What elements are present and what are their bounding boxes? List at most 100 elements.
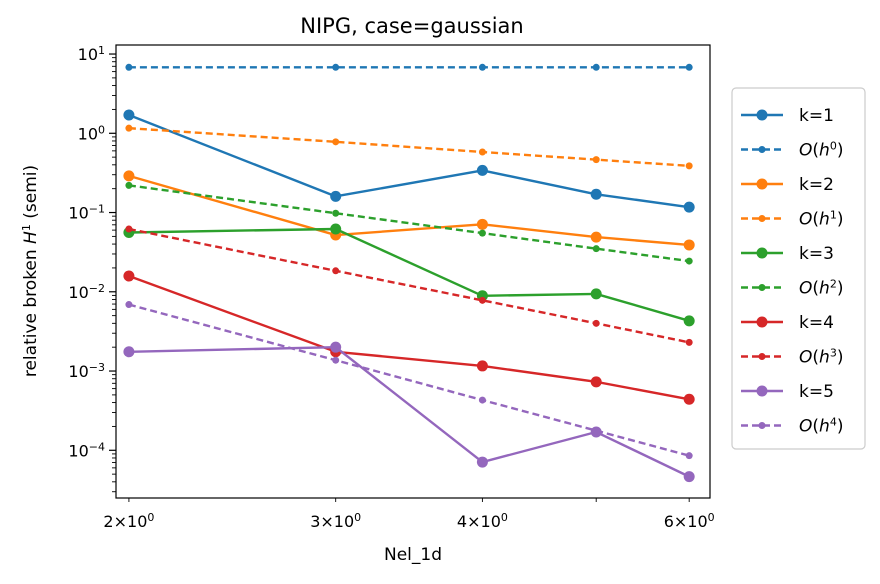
data-point <box>685 452 693 460</box>
data-point <box>590 288 602 300</box>
data-point <box>592 245 600 253</box>
legend-entry: O(h4) <box>741 415 843 437</box>
data-point <box>592 63 600 71</box>
data-point <box>476 456 488 468</box>
data-point <box>590 231 602 243</box>
series-8 <box>125 225 693 346</box>
legend-marker <box>756 385 768 397</box>
data-point <box>478 229 486 237</box>
data-point <box>123 170 135 182</box>
data-point <box>123 109 135 121</box>
legend-label: O(h1) <box>799 208 843 230</box>
data-point <box>332 209 340 217</box>
legend-label: k=3 <box>799 244 834 264</box>
legend-entry: O(h1) <box>741 208 843 230</box>
legend-marker <box>758 353 766 360</box>
series-4 <box>125 124 693 170</box>
series-3 <box>123 170 695 251</box>
data-point <box>478 396 486 404</box>
data-point <box>683 315 695 327</box>
legend-entry: O(h2) <box>741 277 843 299</box>
y-tick-label: 101 <box>78 44 105 65</box>
legend-entry: O(h0) <box>741 139 843 161</box>
data-point <box>590 376 602 388</box>
legend-marker <box>756 247 768 259</box>
legend-label: k=1 <box>799 106 834 126</box>
data-point <box>330 223 342 235</box>
legend-entry: O(h3) <box>741 346 843 368</box>
data-point <box>123 346 135 358</box>
y-axis-label: relative broken H1 (semi) <box>20 165 42 377</box>
chart-title: NIPG, case=gaussian <box>300 14 523 38</box>
series-line <box>128 227 690 344</box>
data-point <box>685 63 693 71</box>
legend-label: k=4 <box>799 313 834 333</box>
x-tick-label: 3×100 <box>310 511 361 532</box>
series-1 <box>123 109 695 213</box>
data-point <box>685 162 693 170</box>
legend-entry: k=2 <box>741 175 834 195</box>
x-tick-label: 2×100 <box>103 511 154 532</box>
data-point <box>592 156 600 164</box>
legend-marker <box>758 422 766 429</box>
series-6 <box>125 181 693 265</box>
data-point <box>125 301 133 309</box>
plot-frame <box>115 44 711 499</box>
legend-marker <box>756 109 768 121</box>
legend-entry: k=1 <box>741 106 834 126</box>
legend-box <box>731 87 866 450</box>
y-tick-label: 10−4 <box>68 440 105 461</box>
legend-label: k=2 <box>799 175 834 195</box>
x-axis-label: Nel_1d <box>384 545 442 565</box>
data-point <box>592 427 600 435</box>
y-tick-label: 100 <box>78 123 105 144</box>
legend-entry: k=3 <box>741 244 834 264</box>
legend-marker <box>756 316 768 328</box>
data-point <box>332 63 340 71</box>
data-point <box>330 341 342 353</box>
legend-label: O(h4) <box>799 415 843 437</box>
legend: k=1 O(h0) k=2 O(h1) k=3 O(h2) k=4 O(h3) k=5 O(h4) <box>731 87 866 450</box>
legend-marker <box>758 284 766 291</box>
legend-marker <box>758 146 766 153</box>
data-point <box>125 181 133 189</box>
legend-marker <box>756 178 768 190</box>
data-point <box>125 63 133 71</box>
data-point <box>683 201 695 213</box>
data-point <box>592 319 600 327</box>
data-point <box>123 270 135 282</box>
series-10 <box>125 301 693 460</box>
data-point <box>332 267 340 275</box>
data-point <box>330 190 342 202</box>
y-tick-label: 10−2 <box>68 281 105 302</box>
x-tick-label: 4×100 <box>457 511 508 532</box>
legend-entry: k=4 <box>741 313 834 333</box>
x-tick-label: 6×100 <box>664 511 715 532</box>
data-point <box>478 63 486 71</box>
legend-label: O(h3) <box>799 346 843 368</box>
data-point <box>685 338 693 346</box>
data-point <box>332 138 340 146</box>
data-point <box>125 225 133 233</box>
data-point <box>478 148 486 156</box>
data-point <box>125 124 133 132</box>
series-2 <box>125 63 693 71</box>
y-tick-label: 10−1 <box>68 202 105 223</box>
data-point <box>683 471 695 483</box>
data-point <box>476 164 488 176</box>
data-point <box>590 188 602 200</box>
legend-entry: k=5 <box>741 382 834 402</box>
data-point <box>332 356 340 364</box>
data-point <box>685 257 693 265</box>
axis-ticks: 101 100 10−1 10−2 10−3 10−4 2×100 3×100 4×100 6×1… <box>68 44 714 531</box>
legend-label: k=5 <box>799 382 834 402</box>
data-point <box>683 239 695 251</box>
data-point <box>476 360 488 372</box>
data-point <box>476 218 488 230</box>
plot-area <box>123 63 695 483</box>
y-tick-label: 10−3 <box>68 361 105 382</box>
legend-marker <box>758 215 766 222</box>
legend-label: O(h2) <box>799 277 843 299</box>
data-point <box>478 296 486 304</box>
